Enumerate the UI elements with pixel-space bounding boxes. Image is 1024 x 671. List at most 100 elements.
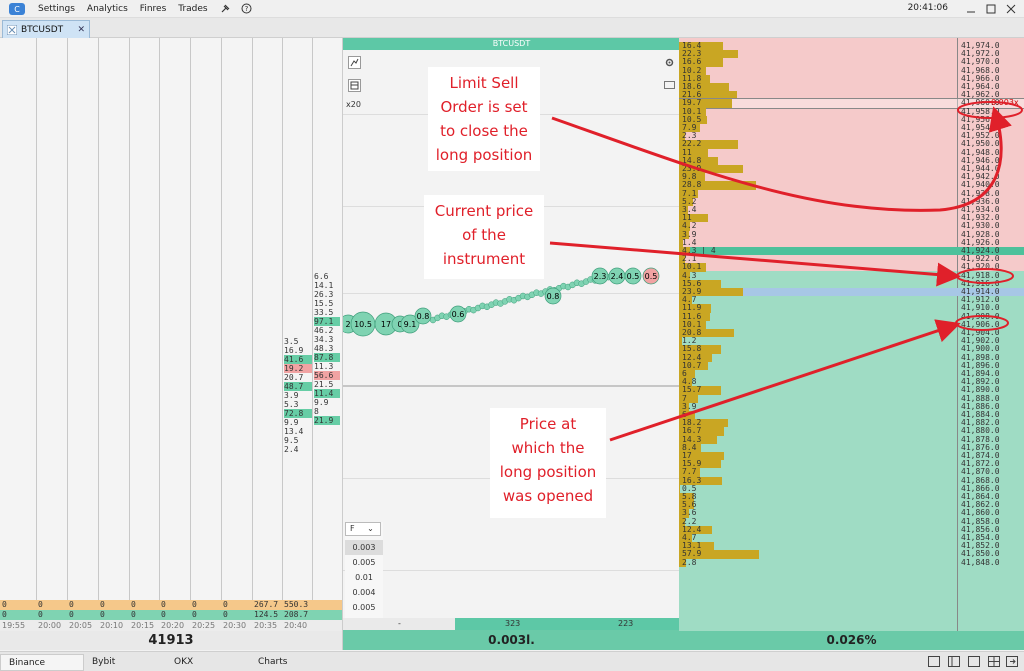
exchange-tab-bybit[interactable]: Bybit (92, 657, 116, 667)
total-cell: 0 (192, 610, 197, 619)
tab-label: BTCUSDT (21, 24, 64, 35)
bid-row: 4.7 41,912.0 (679, 295, 1024, 305)
volume-bar (679, 66, 707, 75)
annotation-limit-sell: Limit Sell Order is set to close the lon… (428, 67, 540, 171)
layout-icon[interactable] (948, 656, 960, 667)
bid-row: 2.2 41,858.0 (679, 516, 1024, 526)
volume-label: 11.9 (682, 303, 702, 313)
volume-label: 2.2 (682, 516, 697, 526)
maximize-icon[interactable] (984, 2, 998, 16)
filter-dropdown[interactable]: F ⌄ (345, 522, 381, 536)
menu-analytics[interactable]: Analytics (86, 3, 128, 14)
volume-bar (679, 550, 759, 559)
tab-close-icon[interactable]: ✕ (77, 24, 85, 35)
price-label: 41,888.0 (961, 393, 1000, 403)
trade-bubble-label: 2.3 (594, 272, 607, 281)
tab-charts[interactable]: Charts (258, 657, 288, 667)
bid-row: 17 41,874.0 (679, 451, 1024, 461)
volume-bar (679, 460, 722, 469)
price-label: 41,886.0 (961, 401, 1000, 411)
annotation-opened-price: Price at which the long position was ope… (490, 408, 606, 518)
price-label: 41,910.0 (961, 303, 1000, 313)
settings-gear-icon[interactable] (663, 56, 675, 68)
size-option[interactable]: 0.01 (355, 573, 373, 582)
size-option[interactable]: 0.005 (352, 558, 376, 567)
price-label: 41,930.0 (961, 221, 1000, 231)
price-label: 41,848.0 (961, 557, 1000, 567)
volume-label: 5.6 (682, 500, 697, 510)
cluster-cell: 56.6 (314, 371, 340, 380)
exchange-tab-binance[interactable]: Binance (0, 654, 84, 671)
minimize-icon[interactable] (964, 2, 978, 16)
price-label: 41,868.0 (961, 475, 1000, 485)
cluster-cell: 46.2 (314, 326, 334, 335)
volume-bar (679, 312, 710, 321)
calculator-icon[interactable] (348, 79, 361, 92)
price-label: 41,882.0 (961, 418, 1000, 428)
ask-row: 21.6 41,962.0 (679, 90, 1024, 100)
keyboard-icon[interactable] (663, 80, 675, 90)
time-label: 20:00 (38, 621, 62, 630)
size-option[interactable]: 0.004 (352, 588, 376, 597)
exchange-tab-okx[interactable]: OKX (174, 657, 194, 667)
menu-trades[interactable]: Trades (178, 3, 208, 14)
size-option[interactable]: 0.005 (352, 603, 376, 612)
bottom-left-value: - (398, 619, 401, 628)
ask-row: 16.4 41,974.0 (679, 41, 1024, 51)
price-label: 41,932.0 (961, 213, 1000, 223)
ask-row: 3.9 41,928.0 (679, 230, 1024, 239)
price-label: 41,850.0 (961, 549, 1000, 559)
bid-row: 5.8 41,864.0 (679, 492, 1024, 502)
filter-label: F (350, 524, 355, 533)
price-label: 41,922.0 (961, 254, 1000, 264)
price-label: 41,884.0 (961, 410, 1000, 419)
volume-label: 15.9 (682, 459, 702, 469)
total-cell: 0 (100, 600, 105, 609)
pin-icon[interactable] (218, 2, 232, 16)
ask-row: 16.6 41,970.0 (679, 58, 1024, 67)
price-label: 41,856.0 (961, 524, 1000, 534)
cluster-cell: 6.6 (314, 272, 329, 281)
menu-finres[interactable]: Finres (139, 3, 167, 14)
cluster-column-20-40: 6.6 14.1 26.3 15.5 33.5 97.1 46.2 34.3 48.3 87.8 1… (314, 272, 340, 425)
trade-bubble-label: 0.8 (547, 292, 560, 301)
bottom-value-1: 323 (505, 619, 521, 628)
dom-footer-value: 0.026% (679, 631, 1024, 650)
cluster-cell: 14.1 (314, 281, 334, 290)
annotation-current-price: Current price of the instrument (424, 195, 544, 279)
close-icon[interactable] (1004, 2, 1018, 16)
ask-row: 11 41,932.0 (679, 213, 1024, 223)
trade-bubble-label: 0 (397, 320, 402, 329)
chart-tab-icon (7, 24, 17, 35)
window-icon[interactable] (968, 656, 980, 667)
total-cell: 0 (2, 600, 7, 609)
volume-bar (679, 214, 709, 223)
help-icon[interactable]: ? (240, 2, 254, 16)
bid-row: 8.4 41,876.0 (679, 442, 1024, 452)
cluster-cell: 13.4 (284, 427, 304, 436)
bid-row: 11.9 41,910.0 (679, 303, 1024, 313)
volume-bar (679, 91, 737, 100)
price-label: 41,920.0 (961, 262, 1000, 272)
time-label: 20:20 (161, 621, 185, 630)
clock: 20:41:06 (907, 3, 948, 13)
size-option[interactable]: 0.003 (345, 540, 383, 555)
ask-row: 22.3 41,972.0 (679, 49, 1024, 59)
volume-label: 0.5 (682, 483, 697, 493)
price-label: 41,876.0 (961, 442, 1000, 452)
price-label: 41,900.0 (961, 344, 1000, 354)
volume-bar (679, 230, 690, 239)
trade-bubble-label: 0.6 (452, 310, 465, 319)
cluster-cell: 9.9 (284, 418, 299, 427)
total-cell: 124.5 (254, 610, 279, 619)
chart-tool-icon[interactable] (348, 56, 361, 69)
exit-icon[interactable] (1006, 656, 1018, 667)
trade-bubble (414, 307, 432, 325)
cluster-column-20-35: 3.5 16.9 41.6 19.2 20.7 48.7 3.9 5.3 72.8 9.9 13.4… (284, 337, 312, 454)
screenshot-icon[interactable] (928, 656, 940, 667)
zoom-label: x20 (346, 100, 361, 109)
menu-settings[interactable]: Settings (38, 3, 75, 14)
tab-btcusdt[interactable]: BTCUSDT ✕ (2, 20, 90, 38)
price-label: 41,902.0 (961, 336, 1000, 346)
grid-icon[interactable] (988, 656, 1000, 667)
